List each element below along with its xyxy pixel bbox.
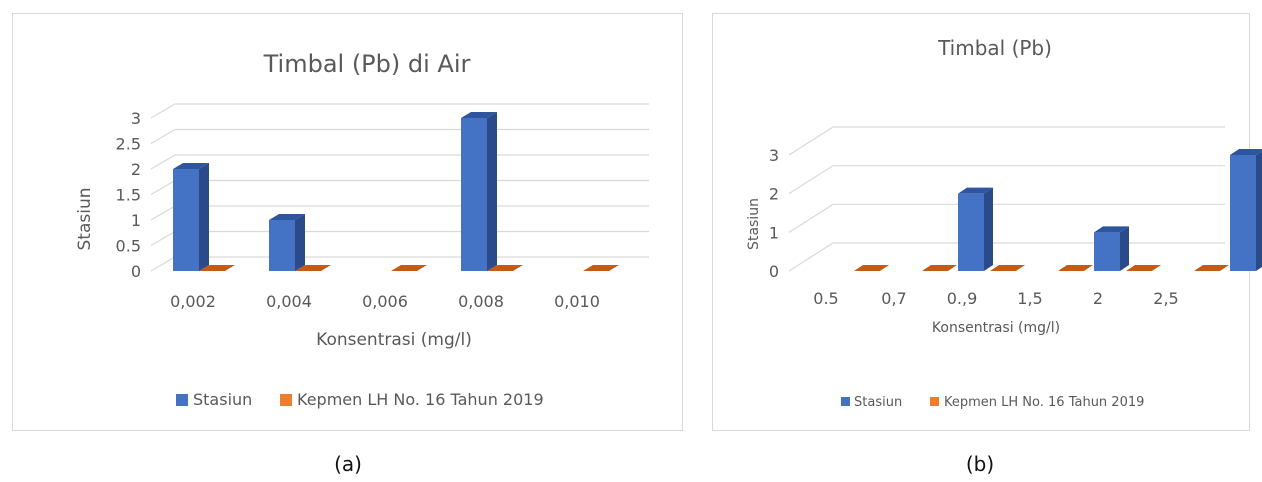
x-tick-label: 0,008 (458, 292, 504, 311)
chart-a-plot: 0 0.5 1 1.5 2 2.5 3 0,002 0,004 0,006 0,008 0,010 (116, 103, 649, 311)
gridline (788, 126, 1225, 156)
gridline (150, 103, 649, 119)
y-tick-label: 3 (131, 109, 141, 128)
bar-stasiun-front (461, 118, 487, 271)
gridline (150, 230, 649, 247)
bar-kepmen (295, 265, 331, 271)
y-tick-label: 3 (769, 146, 779, 165)
bar-stasiun-side (487, 112, 497, 271)
chart-panel-a: Timbal (Pb) di Air Konsentrasi (mg/l) St… (12, 13, 683, 431)
chart-b-xlabel: Konsentrasi (mg/l) (932, 320, 1060, 336)
chart-b-ylabel: Stasiun (746, 198, 762, 250)
bar-stasiun-top (958, 187, 993, 194)
chart-a-xlabel: Konsentrasi (mg/l) (316, 330, 472, 350)
chart-b-plot: 0 1 2 3 0.5 0,7 0.,9 1,5 2 2,5 (769, 126, 1262, 308)
gridline (788, 203, 1225, 233)
bar-stasiun-front (1094, 232, 1120, 271)
chart-a-legend: Stasiun Kepmen LH No. 16 Tahun 2019 (176, 390, 544, 409)
bar-kepmen (487, 265, 523, 271)
legend-swatch-kepmen (930, 397, 939, 406)
bar-stasiun-top (269, 214, 305, 220)
bar-stasiun-side (295, 214, 305, 271)
chart-b-svg: Timbal (Pb) Konsentrasi (mg/l) Stasiun S… (746, 36, 1262, 410)
x-tick-label: 0,002 (170, 292, 216, 311)
bar-stasiun (269, 214, 305, 271)
caption-b: (b) (965, 452, 995, 476)
y-tick-label: 2.5 (116, 135, 141, 154)
bar-stasiun-top (1230, 149, 1262, 155)
x-tick-label: 0,006 (362, 292, 408, 311)
gridline (150, 205, 649, 221)
bar-stasiun-side (984, 187, 993, 271)
legend-swatch-stasiun (841, 397, 850, 406)
x-tick-label: 2 (1093, 289, 1103, 308)
chart-a-title: Timbal (Pb) di Air (263, 50, 471, 78)
y-tick-label: 0 (131, 262, 141, 281)
bar-stasiun-front (269, 220, 295, 271)
x-tick-label: 0,004 (266, 292, 312, 311)
chart-a-svg: Timbal (Pb) di Air Konsentrasi (mg/l) St… (75, 50, 649, 409)
y-tick-label: 0.5 (116, 237, 141, 256)
legend-label-kepmen: Kepmen LH No. 16 Tahun 2019 (944, 395, 1144, 410)
y-tick-label: 1.5 (116, 186, 141, 205)
bar-stasiun-front (1230, 155, 1256, 271)
y-tick-label: 0 (769, 262, 779, 281)
gridline (150, 179, 649, 196)
gridline (150, 154, 649, 170)
y-tick-label: 1 (131, 211, 141, 230)
chart-panel-b: Timbal (Pb) Konsentrasi (mg/l) Stasiun S… (712, 13, 1262, 431)
chart-b-legend: Stasiun Kepmen LH No. 16 Tahun 2019 (841, 395, 1144, 410)
x-tick-label: 0.5 (813, 289, 838, 308)
bar-stasiun-top (461, 112, 497, 118)
x-tick-label: 0,010 (554, 292, 600, 311)
legend-swatch-kepmen (280, 394, 292, 406)
x-tick-label: 0,7 (881, 289, 906, 308)
bar-stasiun (1094, 226, 1129, 271)
y-tick-label: 2 (131, 160, 141, 179)
bar-stasiun-side (1256, 151, 1262, 271)
bar-kepmen (1194, 265, 1229, 271)
legend-label-stasiun: Stasiun (854, 395, 902, 410)
bar-stasiun (173, 163, 209, 271)
bar-kepmen (922, 265, 957, 271)
legend-swatch-stasiun (176, 394, 188, 406)
bar-stasiun-side (1120, 226, 1129, 271)
bar-stasiun-top (173, 163, 209, 169)
y-tick-label: 2 (769, 185, 779, 204)
bar-kepmen (854, 265, 889, 271)
bar-stasiun (958, 187, 993, 271)
bar-stasiun-front (958, 193, 984, 271)
y-tick-label: 1 (769, 223, 779, 242)
caption-a: (a) (334, 452, 362, 476)
bar-stasiun-top (1094, 226, 1129, 233)
bar-stasiun-side (199, 163, 209, 271)
bar-kepmen (391, 265, 427, 271)
legend-label-stasiun: Stasiun (193, 390, 252, 409)
gridline (150, 128, 649, 145)
x-tick-label: 2,5 (1153, 289, 1178, 308)
bar-kepmen (583, 265, 619, 271)
legend-label-kepmen: Kepmen LH No. 16 Tahun 2019 (297, 390, 544, 409)
bar-stasiun (461, 112, 497, 271)
bar-stasiun-front (173, 169, 199, 271)
chart-a-ylabel: Stasiun (75, 187, 95, 250)
x-tick-label: 1,5 (1017, 289, 1042, 308)
x-tick-label: 0.,9 (947, 289, 978, 308)
bar-kepmen (990, 265, 1025, 271)
bar-kepmen (1058, 265, 1093, 271)
chart-b-title: Timbal (Pb) (937, 36, 1052, 60)
bar-kepmen (199, 265, 235, 271)
bar-kepmen (1126, 265, 1161, 271)
bar-stasiun (1230, 149, 1262, 271)
gridline (788, 165, 1225, 195)
